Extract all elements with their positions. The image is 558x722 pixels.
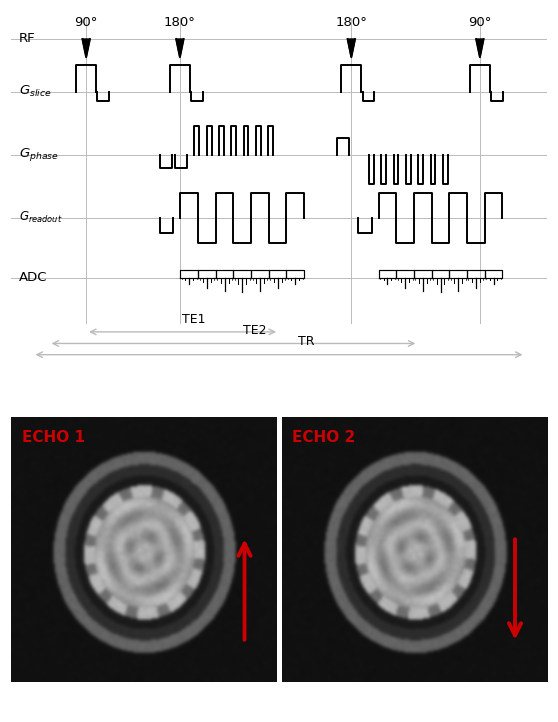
Text: $G_{phase}$: $G_{phase}$ — [19, 147, 59, 163]
Text: $G_{readout}$: $G_{readout}$ — [19, 210, 62, 225]
Polygon shape — [476, 39, 484, 57]
Polygon shape — [348, 39, 355, 57]
Text: 180°: 180° — [335, 16, 367, 29]
Text: TE2: TE2 — [243, 324, 267, 337]
Polygon shape — [83, 39, 90, 57]
Text: ECHO 2: ECHO 2 — [292, 430, 355, 445]
Text: ECHO 1: ECHO 1 — [22, 430, 85, 445]
Text: 90°: 90° — [468, 16, 492, 29]
Text: TR: TR — [297, 336, 314, 349]
Text: RF: RF — [19, 32, 36, 45]
Text: ADC: ADC — [19, 271, 47, 284]
Text: TE1: TE1 — [181, 313, 205, 326]
Text: 90°: 90° — [74, 16, 98, 29]
Text: 180°: 180° — [164, 16, 196, 29]
Text: $G_{slice}$: $G_{slice}$ — [19, 84, 52, 99]
Polygon shape — [176, 39, 184, 57]
